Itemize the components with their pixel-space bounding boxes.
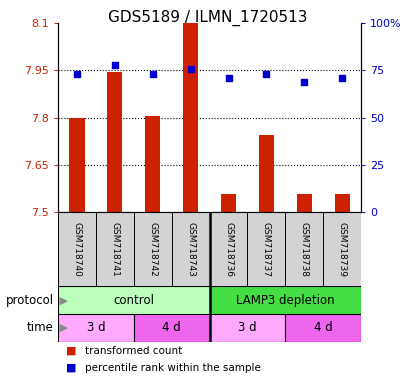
Text: 4 d: 4 d [162,321,181,334]
Text: GSM718736: GSM718736 [224,222,233,276]
Point [263,71,270,77]
Point [74,71,81,77]
Bar [334,194,350,212]
Text: protocol: protocol [6,294,54,307]
Bar [58,314,134,342]
Text: 3 d: 3 d [238,321,257,334]
Point [149,71,156,77]
Text: GSM718743: GSM718743 [186,222,195,276]
Bar [297,194,312,212]
Text: transformed count: transformed count [85,346,182,356]
Point [187,66,194,72]
Point [225,75,232,81]
Text: percentile rank within the sample: percentile rank within the sample [85,363,261,373]
Bar [210,286,361,314]
Point [301,79,308,85]
Bar [259,135,274,212]
Bar [286,314,361,342]
Text: GDS5189 / ILMN_1720513: GDS5189 / ILMN_1720513 [108,10,307,26]
Bar [210,314,286,342]
Bar [58,286,210,314]
Bar [145,116,160,212]
Text: 4 d: 4 d [314,321,332,334]
Text: 3 d: 3 d [87,321,105,334]
Text: GSM718742: GSM718742 [148,222,157,276]
Text: ■: ■ [66,363,77,373]
Bar [107,72,122,212]
Text: GSM718739: GSM718739 [338,222,347,276]
Text: LAMP3 depletion: LAMP3 depletion [236,294,334,307]
Text: ▶: ▶ [56,323,68,333]
Text: ■: ■ [66,346,77,356]
Text: GSM718737: GSM718737 [262,222,271,276]
Text: control: control [113,294,154,307]
Bar [221,194,236,212]
Text: GSM718741: GSM718741 [110,222,120,276]
Bar [183,23,198,212]
Point [339,75,345,81]
Bar [69,118,85,212]
Text: time: time [27,321,54,334]
Text: ▶: ▶ [56,295,68,305]
Text: GSM718738: GSM718738 [300,222,309,276]
Point [112,62,118,68]
Text: GSM718740: GSM718740 [73,222,81,276]
Bar [134,314,210,342]
